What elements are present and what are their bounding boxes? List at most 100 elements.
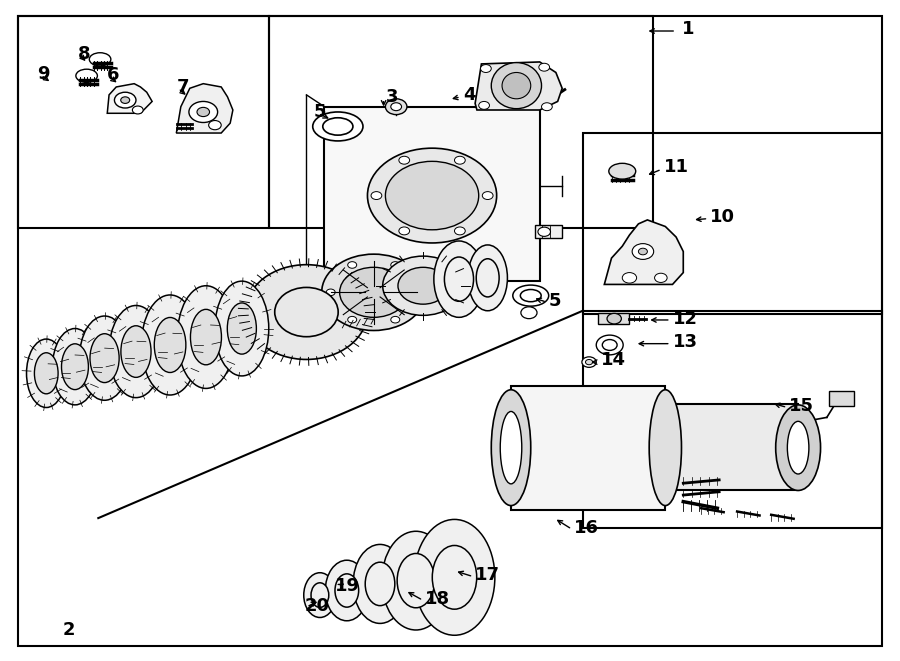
Ellipse shape — [445, 257, 473, 301]
Circle shape — [632, 244, 653, 259]
Ellipse shape — [365, 563, 395, 605]
Ellipse shape — [34, 353, 58, 394]
Ellipse shape — [500, 411, 522, 484]
Polygon shape — [598, 313, 629, 324]
Ellipse shape — [228, 303, 256, 354]
Circle shape — [482, 192, 493, 200]
Ellipse shape — [61, 344, 88, 389]
Circle shape — [371, 192, 382, 200]
Ellipse shape — [304, 572, 336, 617]
Circle shape — [391, 262, 400, 268]
Ellipse shape — [476, 258, 500, 297]
Ellipse shape — [90, 334, 119, 383]
Text: 20: 20 — [304, 597, 329, 615]
Polygon shape — [511, 387, 665, 510]
Ellipse shape — [325, 561, 368, 621]
Text: 14: 14 — [600, 351, 626, 369]
Circle shape — [521, 307, 537, 319]
Ellipse shape — [513, 285, 549, 306]
Text: 5: 5 — [549, 292, 562, 310]
Text: 5: 5 — [313, 103, 326, 121]
Ellipse shape — [491, 63, 542, 108]
Text: 9: 9 — [37, 65, 50, 83]
Circle shape — [586, 360, 593, 365]
Text: 1: 1 — [681, 20, 694, 38]
Polygon shape — [475, 62, 562, 110]
Ellipse shape — [788, 421, 809, 474]
Circle shape — [607, 313, 621, 324]
Ellipse shape — [79, 316, 130, 401]
Polygon shape — [536, 225, 562, 239]
Text: 6: 6 — [107, 66, 120, 84]
Ellipse shape — [52, 329, 97, 405]
Text: 8: 8 — [77, 45, 90, 63]
Circle shape — [481, 65, 491, 73]
Text: 19: 19 — [335, 577, 360, 595]
Text: 16: 16 — [574, 519, 599, 537]
Circle shape — [326, 289, 335, 295]
Ellipse shape — [502, 73, 531, 98]
Ellipse shape — [353, 545, 407, 623]
Ellipse shape — [312, 112, 363, 141]
Text: 10: 10 — [710, 208, 735, 226]
Circle shape — [399, 156, 410, 164]
Circle shape — [654, 273, 667, 282]
Circle shape — [454, 156, 465, 164]
Polygon shape — [829, 391, 854, 406]
Circle shape — [367, 148, 497, 243]
Ellipse shape — [246, 264, 367, 360]
Ellipse shape — [109, 305, 163, 398]
Circle shape — [339, 267, 408, 317]
Ellipse shape — [76, 69, 97, 83]
Circle shape — [582, 357, 596, 368]
Circle shape — [391, 317, 400, 323]
Circle shape — [114, 93, 136, 108]
Circle shape — [189, 101, 218, 122]
Circle shape — [454, 227, 465, 235]
Ellipse shape — [177, 286, 235, 389]
Circle shape — [391, 102, 401, 110]
Ellipse shape — [596, 335, 623, 355]
Ellipse shape — [191, 309, 221, 365]
Polygon shape — [107, 84, 152, 113]
Ellipse shape — [432, 545, 477, 609]
Ellipse shape — [649, 390, 681, 506]
Ellipse shape — [335, 574, 359, 607]
Polygon shape — [604, 220, 683, 284]
Ellipse shape — [414, 520, 495, 635]
Circle shape — [412, 289, 421, 295]
Circle shape — [398, 267, 448, 304]
Circle shape — [132, 106, 143, 114]
Ellipse shape — [121, 326, 151, 377]
Ellipse shape — [26, 339, 66, 408]
Text: 3: 3 — [385, 88, 398, 106]
Text: 13: 13 — [672, 333, 698, 352]
Circle shape — [347, 317, 356, 323]
Ellipse shape — [608, 163, 635, 179]
Ellipse shape — [434, 241, 484, 317]
Circle shape — [538, 227, 551, 237]
Text: 15: 15 — [789, 397, 814, 415]
Ellipse shape — [274, 288, 338, 336]
Circle shape — [197, 107, 210, 116]
Text: 11: 11 — [663, 158, 688, 176]
Text: 4: 4 — [464, 86, 476, 104]
Ellipse shape — [602, 340, 617, 350]
Circle shape — [321, 254, 426, 330]
Circle shape — [385, 161, 479, 230]
Circle shape — [121, 97, 130, 103]
Polygon shape — [176, 84, 233, 133]
Text: 17: 17 — [475, 566, 500, 584]
Ellipse shape — [776, 405, 821, 490]
Text: 12: 12 — [672, 309, 698, 328]
Circle shape — [542, 102, 553, 110]
Circle shape — [385, 98, 407, 114]
Circle shape — [479, 101, 490, 109]
Ellipse shape — [89, 53, 111, 66]
Text: 2: 2 — [62, 621, 75, 639]
Ellipse shape — [154, 317, 186, 373]
Text: 7: 7 — [176, 78, 189, 96]
Ellipse shape — [468, 245, 508, 311]
Ellipse shape — [323, 118, 353, 135]
Circle shape — [622, 272, 636, 283]
